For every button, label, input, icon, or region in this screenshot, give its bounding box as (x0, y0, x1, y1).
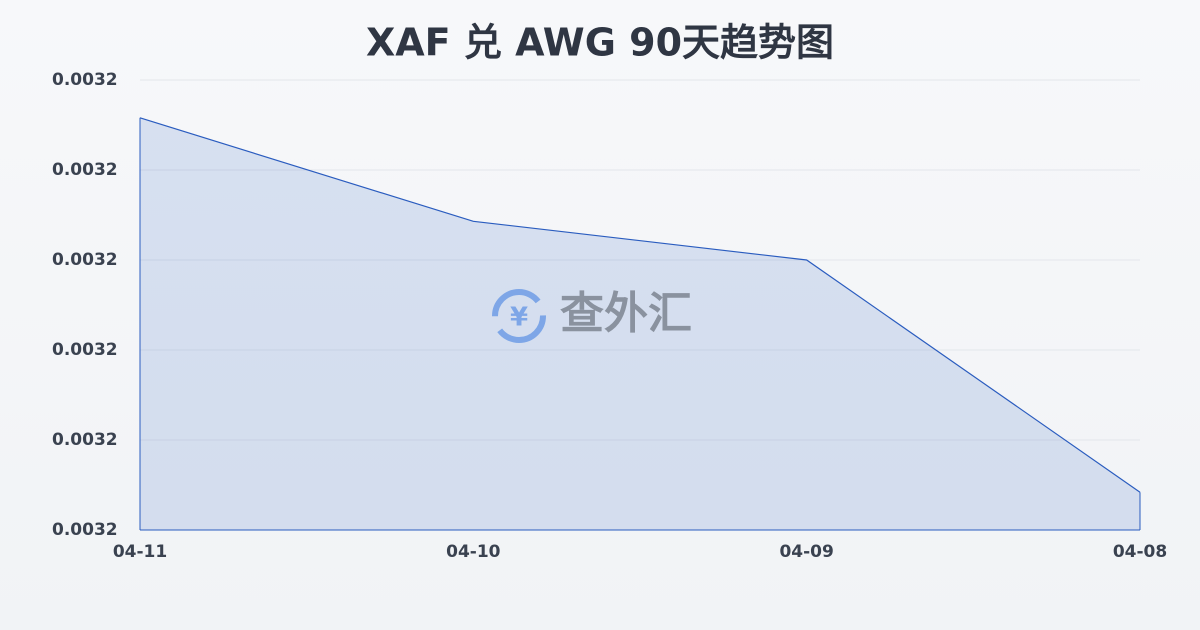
y-tick-label: 0.0032 (52, 70, 118, 90)
watermark: ¥ 查外汇 (492, 288, 692, 343)
y-tick-label: 0.0032 (52, 430, 118, 450)
watermark-text: 查外汇 (560, 288, 692, 339)
x-tick-label: 04-09 (779, 542, 833, 562)
area (140, 117, 1140, 531)
x-tick-label: 04-08 (1113, 542, 1167, 562)
y-tick-label: 0.0032 (52, 160, 118, 180)
watermark-icon (492, 289, 546, 343)
y-tick-label: 0.0032 (52, 520, 118, 540)
x-tick-label: 04-10 (446, 542, 501, 562)
y-tick-label: 0.0032 (52, 250, 118, 270)
y-tick-label: 0.0032 (52, 340, 118, 360)
chart-title: XAF 兑 AWG 90天趋势图 (366, 21, 834, 65)
line (139, 117, 1141, 493)
watermark-icon: ¥ (510, 303, 528, 333)
x-tick-label: 04-11 (113, 542, 167, 562)
